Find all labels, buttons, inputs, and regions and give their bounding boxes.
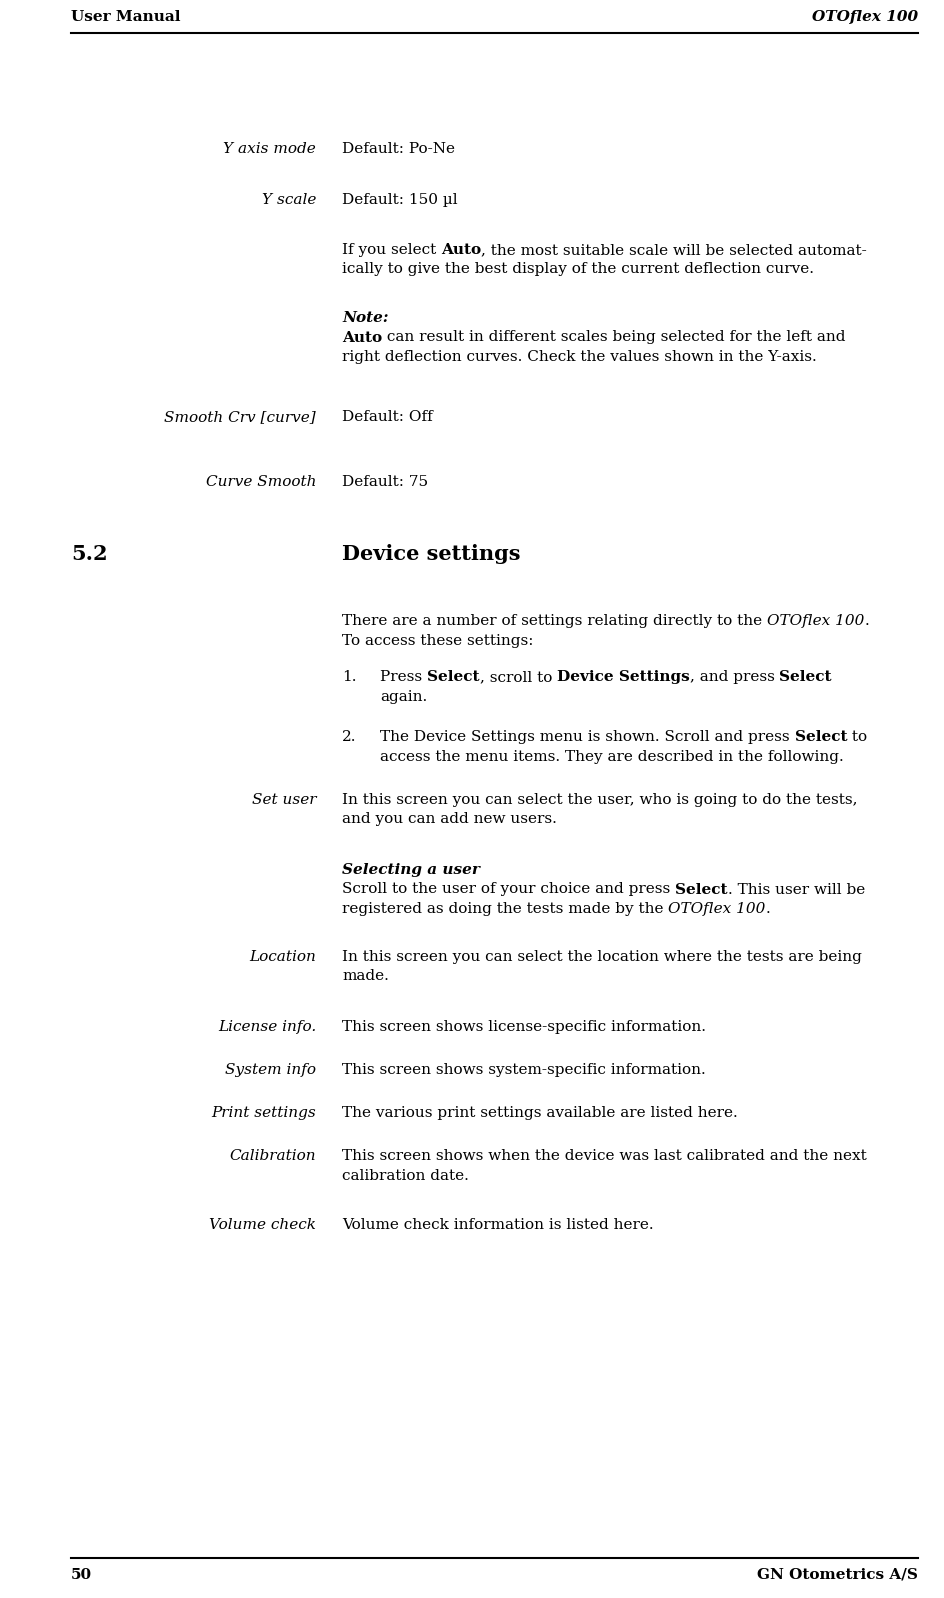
Text: Default: 150 µl: Default: 150 µl: [342, 193, 457, 208]
Text: 5.2: 5.2: [71, 543, 108, 564]
Text: Note:: Note:: [342, 312, 388, 324]
Text: Volume check: Volume check: [209, 1218, 315, 1232]
Text: Select: Select: [674, 882, 727, 896]
Text: .: .: [765, 901, 769, 916]
Text: Default: Po-Ne: Default: Po-Ne: [342, 142, 454, 157]
Text: Location: Location: [249, 949, 315, 964]
Text: OTOflex 100: OTOflex 100: [811, 10, 917, 24]
Text: Smooth Crv [curve]: Smooth Crv [curve]: [164, 411, 315, 423]
Text: OTOflex 100: OTOflex 100: [667, 901, 765, 916]
Text: System info: System info: [225, 1063, 315, 1077]
Text: License info.: License info.: [217, 1020, 315, 1034]
Text: The Device Settings menu is shown. Scroll and press: The Device Settings menu is shown. Scrol…: [379, 730, 794, 745]
Text: . This user will be: . This user will be: [727, 882, 864, 896]
Text: 50: 50: [71, 1568, 92, 1582]
Text: This screen shows system-specific information.: This screen shows system-specific inform…: [342, 1063, 705, 1077]
Text: , the most suitable scale will be selected automat-: , the most suitable scale will be select…: [480, 243, 866, 257]
Text: Device settings: Device settings: [342, 543, 520, 564]
Text: User Manual: User Manual: [71, 10, 180, 24]
Text: Select: Select: [427, 670, 479, 684]
Text: GN Otometrics A/S: GN Otometrics A/S: [756, 1568, 917, 1582]
Text: If you select: If you select: [342, 243, 441, 257]
Text: Device Settings: Device Settings: [556, 670, 689, 684]
Text: Volume check information is listed here.: Volume check information is listed here.: [342, 1218, 653, 1232]
Text: Print settings: Print settings: [211, 1106, 315, 1120]
Text: The various print settings available are listed here.: The various print settings available are…: [342, 1106, 737, 1120]
Text: There are a number of settings relating directly to the: There are a number of settings relating …: [342, 614, 767, 628]
Text: 2.: 2.: [342, 730, 356, 745]
Text: to: to: [846, 730, 867, 745]
Text: Set user: Set user: [251, 793, 315, 807]
Text: again.: again.: [379, 689, 427, 703]
Text: registered as doing the tests made by the: registered as doing the tests made by th…: [342, 901, 667, 916]
Text: ically to give the best display of the current deflection curve.: ically to give the best display of the c…: [342, 262, 813, 276]
Text: To access these settings:: To access these settings:: [342, 633, 533, 647]
Text: made.: made.: [342, 970, 389, 983]
Text: , scroll to: , scroll to: [479, 670, 556, 684]
Text: right deflection curves. Check the values shown in the Y-axis.: right deflection curves. Check the value…: [342, 350, 816, 364]
Text: Select: Select: [779, 670, 831, 684]
Text: In this screen you can select the user, who is going to do the tests,: In this screen you can select the user, …: [342, 793, 856, 807]
Text: , and press: , and press: [689, 670, 779, 684]
Text: 1.: 1.: [342, 670, 356, 684]
Text: Y scale: Y scale: [261, 193, 315, 208]
Text: Default: Off: Default: Off: [342, 411, 432, 423]
Text: Calibration: Calibration: [229, 1149, 315, 1163]
Text: Press: Press: [379, 670, 427, 684]
Text: Y axis mode: Y axis mode: [223, 142, 315, 157]
Text: Default: 75: Default: 75: [342, 475, 428, 489]
Text: Auto: Auto: [342, 331, 381, 345]
Text: Selecting a user: Selecting a user: [342, 863, 480, 877]
Text: can result in different scales being selected for the left and: can result in different scales being sel…: [381, 331, 845, 345]
Text: Select: Select: [794, 730, 846, 745]
Text: .: .: [864, 614, 868, 628]
Text: and you can add new users.: and you can add new users.: [342, 812, 556, 826]
Text: This screen shows license-specific information.: This screen shows license-specific infor…: [342, 1020, 705, 1034]
Text: access the menu items. They are described in the following.: access the menu items. They are describe…: [379, 749, 843, 764]
Text: In this screen you can select the location where the tests are being: In this screen you can select the locati…: [342, 949, 861, 964]
Text: OTOflex 100: OTOflex 100: [767, 614, 864, 628]
Text: Scroll to the user of your choice and press: Scroll to the user of your choice and pr…: [342, 882, 674, 896]
Text: Auto: Auto: [441, 243, 480, 257]
Text: This screen shows when the device was last calibrated and the next: This screen shows when the device was la…: [342, 1149, 866, 1163]
Text: calibration date.: calibration date.: [342, 1168, 468, 1183]
Text: Curve Smooth: Curve Smooth: [205, 475, 315, 489]
